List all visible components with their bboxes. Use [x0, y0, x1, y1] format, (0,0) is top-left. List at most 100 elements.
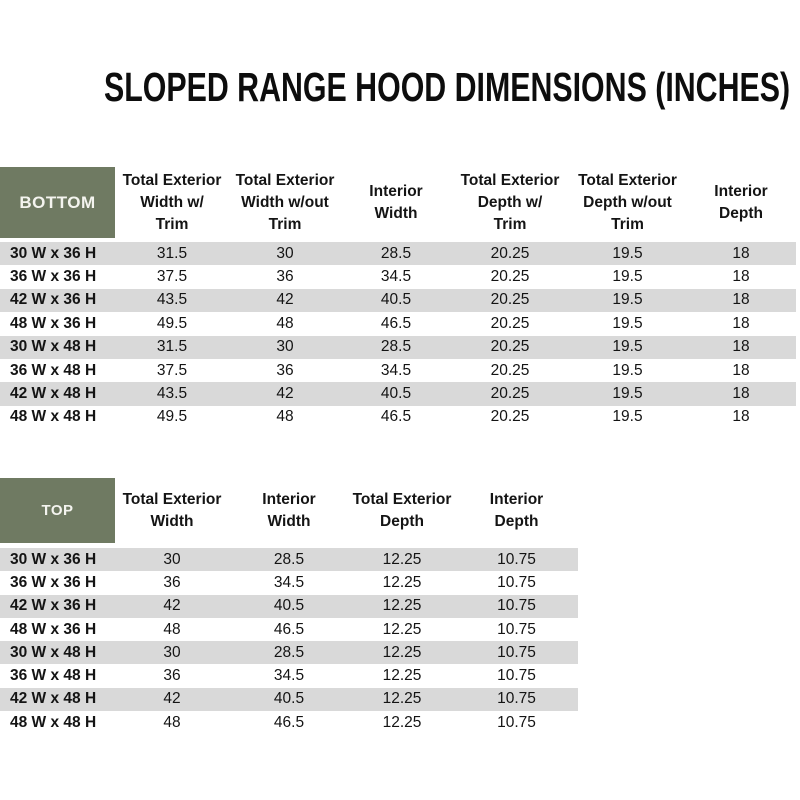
table-row: 48 W x 36 H 49.5 48 46.5 20.25 19.5 18 — [0, 312, 796, 336]
dimension-value: 49.5 — [115, 405, 229, 430]
dimension-value: 10.75 — [455, 548, 578, 572]
dimension-value: 46.5 — [341, 312, 451, 336]
column-header: Interior Depth — [686, 167, 796, 238]
table-row: 42 W x 36 H 43.5 42 40.5 20.25 19.5 18 — [0, 288, 796, 313]
table-row: 48 W x 48 H 48 46.5 12.25 10.75 — [0, 711, 578, 735]
dimension-value: 37.5 — [115, 265, 229, 289]
dimension-value: 20.25 — [451, 242, 569, 266]
table-row: 36 W x 36 H 36 34.5 12.25 10.75 — [0, 571, 578, 595]
dimension-value: 10.75 — [455, 641, 578, 665]
dimension-value: 37.5 — [115, 358, 229, 383]
row-size-label: 36 W x 36 H — [0, 571, 115, 595]
dimension-value: 18 — [686, 358, 796, 383]
row-size-label: 30 W x 36 H — [0, 242, 115, 266]
dimension-value: 42 — [115, 687, 229, 712]
dimension-value: 34.5 — [229, 571, 349, 595]
table-row: 48 W x 36 H 48 46.5 12.25 10.75 — [0, 617, 578, 642]
dimension-value: 19.5 — [569, 312, 686, 336]
bottom-table-corner-label: BOTTOM — [0, 167, 115, 238]
dimension-value: 40.5 — [229, 687, 349, 712]
dimension-value: 36 — [229, 265, 341, 289]
dimension-value: 19.5 — [569, 265, 686, 289]
dimension-value: 12.25 — [349, 617, 455, 642]
bottom-dimensions-table: BOTTOM Total Exterior Width w/ Trim Total … — [0, 167, 796, 430]
dimension-value: 43.5 — [115, 382, 229, 406]
column-header: Interior Depth — [455, 478, 578, 543]
dimension-value: 40.5 — [229, 594, 349, 618]
dimension-value: 34.5 — [341, 265, 451, 289]
column-header: Total Exterior Depth — [349, 478, 455, 543]
column-header: Interior Width — [341, 167, 451, 238]
dimension-value: 19.5 — [569, 335, 686, 359]
dimension-value: 46.5 — [341, 405, 451, 430]
dimension-value: 20.25 — [451, 405, 569, 430]
dimension-value: 48 — [229, 312, 341, 336]
dimension-value: 12.25 — [349, 548, 455, 572]
dimension-value: 12.25 — [349, 687, 455, 712]
dimension-value: 19.5 — [569, 242, 686, 266]
dimension-value: 18 — [686, 288, 796, 313]
dimension-value: 12.25 — [349, 641, 455, 665]
column-header: Total Exterior Depth w/out Trim — [569, 167, 686, 238]
top-table-corner-label: TOP — [0, 478, 115, 543]
column-header: Total Exterior Width w/ Trim — [115, 167, 229, 238]
dimension-value: 48 — [229, 405, 341, 430]
dimension-value: 28.5 — [341, 242, 451, 266]
dimension-value: 18 — [686, 242, 796, 266]
row-size-label: 42 W x 48 H — [0, 687, 115, 712]
dimension-value: 42 — [115, 594, 229, 618]
dimension-value: 34.5 — [341, 358, 451, 383]
dimension-value: 10.75 — [455, 594, 578, 618]
dimension-value: 28.5 — [229, 641, 349, 665]
dimension-value: 34.5 — [229, 664, 349, 688]
table-row: 30 W x 48 H 30 28.5 12.25 10.75 — [0, 641, 578, 665]
column-header: Total Exterior Width — [115, 478, 229, 543]
header-gap — [0, 238, 796, 242]
row-size-label: 36 W x 48 H — [0, 664, 115, 688]
column-header: Total Exterior Depth w/ Trim — [451, 167, 569, 238]
table-row: 30 W x 36 H 31.5 30 28.5 20.25 19.5 18 — [0, 242, 796, 266]
dimension-value: 20.25 — [451, 358, 569, 383]
row-size-label: 36 W x 36 H — [0, 265, 115, 289]
dimension-value: 20.25 — [451, 312, 569, 336]
dimension-value: 36 — [229, 358, 341, 383]
dimension-value: 12.25 — [349, 571, 455, 595]
page-title: SLOPED RANGE HOOD DIMENSIONS (INCHES) — [104, 64, 791, 110]
dimension-value: 10.75 — [455, 571, 578, 595]
dimension-value: 30 — [229, 335, 341, 359]
bottom-header-row: BOTTOM Total Exterior Width w/ Trim Total … — [0, 167, 796, 238]
dimension-value: 40.5 — [341, 288, 451, 313]
row-size-label: 30 W x 48 H — [0, 641, 115, 665]
dimension-value: 18 — [686, 405, 796, 430]
dimension-value: 30 — [115, 548, 229, 572]
dimension-value: 42 — [229, 382, 341, 406]
table-row: 36 W x 48 H 37.5 36 34.5 20.25 19.5 18 — [0, 358, 796, 383]
dimension-value: 20.25 — [451, 265, 569, 289]
header-gap — [0, 543, 578, 548]
table-row: 36 W x 36 H 37.5 36 34.5 20.25 19.5 18 — [0, 265, 796, 289]
row-size-label: 30 W x 48 H — [0, 335, 115, 359]
dimension-value: 10.75 — [455, 664, 578, 688]
dimension-value: 30 — [115, 641, 229, 665]
dimension-value: 40.5 — [341, 382, 451, 406]
table-row: 48 W x 48 H 49.5 48 46.5 20.25 19.5 18 — [0, 405, 796, 430]
dimension-value: 49.5 — [115, 312, 229, 336]
dimension-value: 36 — [115, 664, 229, 688]
table-row: 42 W x 48 H 42 40.5 12.25 10.75 — [0, 687, 578, 712]
dimension-value: 10.75 — [455, 617, 578, 642]
dimension-value: 36 — [115, 571, 229, 595]
table-row: 42 W x 48 H 43.5 42 40.5 20.25 19.5 18 — [0, 382, 796, 406]
dimension-value: 46.5 — [229, 711, 349, 735]
dimension-value: 18 — [686, 335, 796, 359]
top-header-row: TOP Total Exterior Width Interior Width Tot… — [0, 478, 578, 543]
row-size-label: 42 W x 36 H — [0, 594, 115, 618]
dimension-value: 12.25 — [349, 664, 455, 688]
top-dimensions-table: TOP Total Exterior Width Interior Width Tot… — [0, 478, 578, 735]
dimension-value: 48 — [115, 617, 229, 642]
dimension-value: 30 — [229, 242, 341, 266]
dimension-value: 10.75 — [455, 687, 578, 712]
row-size-label: 48 W x 36 H — [0, 312, 115, 336]
dimension-value: 28.5 — [341, 335, 451, 359]
dimension-value: 18 — [686, 265, 796, 289]
dimension-value: 19.5 — [569, 382, 686, 406]
